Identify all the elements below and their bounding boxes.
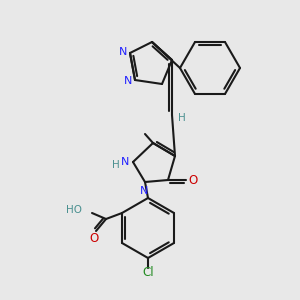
Text: O: O (188, 173, 198, 187)
Text: N: N (121, 157, 129, 167)
Text: N: N (119, 47, 127, 57)
Text: O: O (89, 232, 99, 245)
Text: HO: HO (66, 205, 82, 215)
Text: N: N (124, 76, 132, 86)
Text: H: H (112, 160, 120, 170)
Text: N: N (140, 186, 148, 196)
Text: Cl: Cl (142, 266, 154, 278)
Text: H: H (178, 113, 186, 123)
